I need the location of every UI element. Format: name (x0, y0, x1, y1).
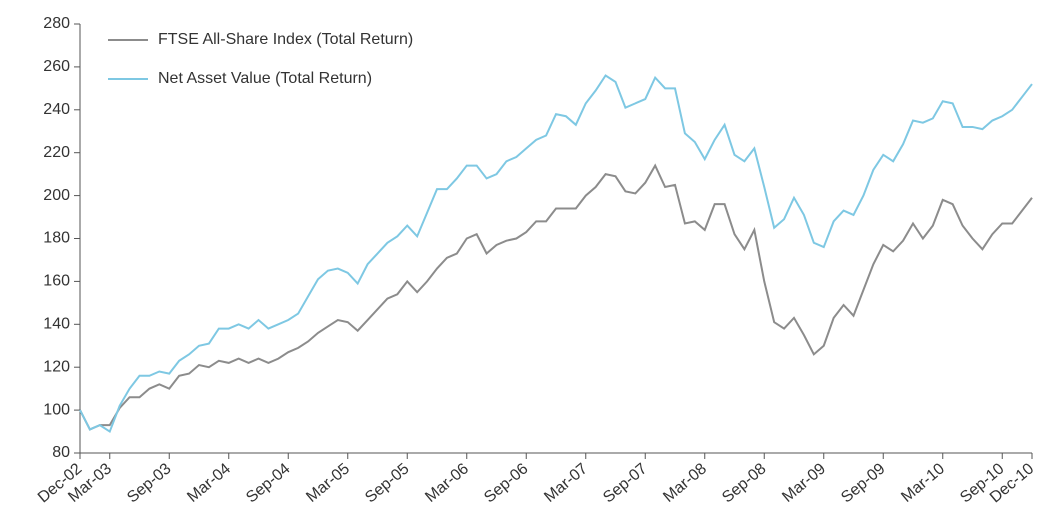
y-tick-label: 100 (43, 401, 70, 418)
legend-label: FTSE All-Share Index (Total Return) (158, 31, 413, 48)
x-tick-label: Mar-04 (184, 460, 234, 506)
y-tick-label: 80 (52, 444, 70, 461)
y-tick-label: 140 (43, 316, 70, 333)
x-tick-label: Sep-04 (243, 460, 294, 506)
y-tick-label: 220 (43, 144, 70, 161)
x-tick-label: Sep-06 (481, 460, 532, 506)
x-tick-label: Mar-07 (541, 460, 591, 506)
x-tick-label: Mar-08 (660, 460, 710, 506)
x-tick-label: Sep-08 (719, 460, 770, 506)
x-tick-label: Sep-09 (838, 460, 889, 506)
y-tick-label: 160 (43, 273, 70, 290)
y-tick-label: 240 (43, 101, 70, 118)
x-tick-label: Sep-07 (600, 460, 651, 506)
series-line (79, 163, 1033, 431)
y-tick-label: 260 (43, 58, 70, 75)
y-tick-label: 120 (43, 358, 70, 375)
y-tick-label: 200 (43, 187, 70, 204)
y-tick-label: 280 (43, 15, 70, 32)
x-tick-label: Mar-06 (422, 460, 472, 506)
x-tick-label: Mar-05 (303, 460, 353, 506)
x-tick-label: Sep-03 (124, 460, 175, 506)
legend-label: Net Asset Value (Total Return) (158, 70, 372, 87)
x-tick-label: Mar-10 (898, 460, 948, 506)
series-line (79, 74, 1033, 434)
y-tick-label: 180 (43, 230, 70, 247)
x-tick-label: Mar-09 (779, 460, 829, 506)
x-tick-label: Sep-05 (362, 460, 413, 506)
